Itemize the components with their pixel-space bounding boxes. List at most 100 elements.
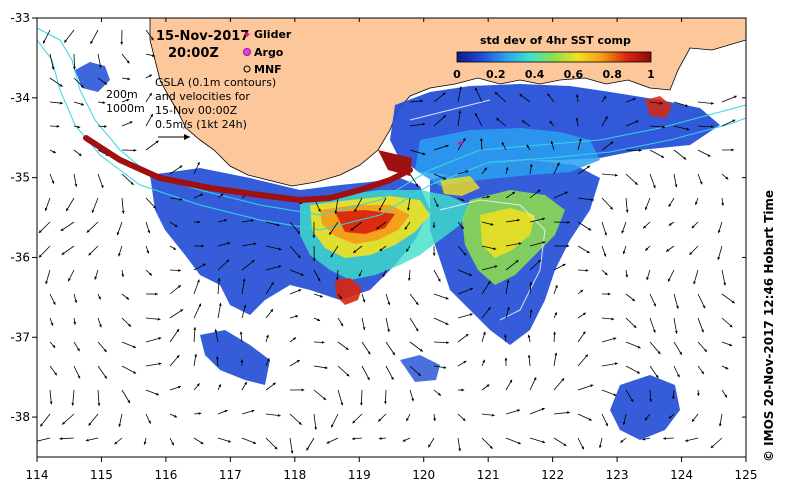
velocity-arrow-head	[604, 232, 607, 236]
scale-arrow-head	[184, 134, 190, 140]
velocity-arrow-head	[415, 183, 419, 187]
velocity-arrow-head	[133, 371, 137, 374]
velocity-arrow-head	[591, 198, 594, 202]
gsla-line-3: 15-Nov 00:00Z	[155, 104, 238, 117]
velocity-arrow-head	[717, 230, 721, 234]
velocity-arrow-head	[157, 317, 161, 321]
velocity-arrow-head	[202, 263, 206, 267]
velocity-arrow-head	[484, 167, 487, 171]
velocity-arrow-head	[251, 409, 255, 413]
velocity-arrow-head	[198, 412, 202, 415]
velocity-arrow	[289, 245, 301, 259]
velocity-arrow-head	[379, 207, 382, 211]
velocity-arrow	[289, 413, 302, 426]
velocity-arrow	[337, 389, 343, 406]
velocity-arrow-head	[376, 226, 380, 230]
sst-patch-yellow-north	[440, 176, 480, 196]
velocity-arrow-head	[148, 420, 151, 424]
velocity-arrow-head	[346, 373, 350, 377]
colorbar-ticks: 0 0.2 0.4 0.6 0.8 1	[453, 68, 655, 81]
velocity-arrow-head	[52, 150, 56, 154]
velocity-arrow-head	[442, 92, 446, 96]
velocity-arrow-head	[271, 282, 274, 286]
velocity-arrow	[481, 265, 498, 271]
velocity-arrow-head	[620, 439, 624, 443]
velocity-arrow-head	[272, 382, 276, 386]
mnf-icon	[243, 65, 251, 73]
velocity-arrow-head	[446, 341, 449, 345]
velocity-arrow-head	[468, 273, 472, 276]
x-tick-label: 123	[606, 468, 629, 482]
glider-track	[83, 135, 413, 204]
velocity-arrow-head	[174, 414, 178, 418]
velocity-arrow-head	[278, 265, 282, 269]
velocity-arrow-head	[638, 148, 642, 152]
velocity-arrow-head	[674, 330, 678, 334]
glider-track-head	[378, 150, 412, 176]
velocity-arrow-head	[59, 437, 63, 441]
velocity-arrow-head	[150, 113, 153, 117]
velocity-arrow-head	[717, 256, 721, 260]
velocity-arrow-head	[406, 248, 409, 252]
velocity-arrow-head	[120, 41, 124, 45]
velocity-arrow-head	[77, 375, 81, 379]
velocity-arrow-head	[533, 377, 537, 381]
x-axis: 114 115 116 117 118 119 120 121 122 123 124 125	[26, 18, 757, 482]
velocity-arrow-head	[521, 120, 525, 124]
sst-patch-blue-sw	[200, 330, 270, 385]
velocity-arrow-head	[704, 348, 707, 352]
velocity-arrow-head	[114, 441, 118, 445]
sst-patch-cyan	[415, 128, 600, 186]
velocity-arrow-head	[43, 40, 46, 44]
velocity-arrow-head	[614, 362, 618, 366]
velocity-arrow	[217, 278, 220, 295]
velocity-arrow-head	[642, 437, 646, 441]
velocity-arrow-head	[329, 231, 332, 235]
velocity-arrow	[265, 437, 278, 450]
velocity-arrow-head	[442, 115, 446, 119]
velocity-arrow-head	[567, 220, 570, 224]
velocity-arrow	[121, 173, 134, 186]
velocity-arrow-head	[201, 244, 205, 248]
velocity-arrow-head	[475, 87, 478, 91]
velocity-arrow	[169, 328, 180, 343]
velocity-arrow-head	[312, 258, 316, 262]
colorbar-tick-label: 0	[453, 68, 461, 81]
velocity-arrow-head	[155, 392, 159, 396]
velocity-arrow-head	[422, 122, 426, 126]
velocity-arrow-head	[340, 323, 344, 327]
velocity-arrow-head	[88, 252, 92, 256]
velocity-arrow-head	[710, 101, 714, 105]
velocity-arrow-head	[158, 337, 162, 340]
velocity-arrow-head	[193, 327, 197, 330]
velocity-arrow-head	[445, 296, 449, 300]
y-tick-label: -38	[10, 410, 30, 424]
velocity-arrow-head	[301, 388, 305, 392]
velocity-arrow-head	[406, 207, 410, 211]
velocity-arrow-head	[242, 278, 246, 282]
velocity-arrow-head	[149, 92, 152, 96]
velocity-arrow-head	[588, 227, 592, 231]
velocity-arrow-head	[419, 348, 423, 352]
velocity-arrow	[577, 384, 594, 391]
y-tick-label: -34	[10, 91, 30, 105]
velocity-arrow-head	[445, 322, 449, 325]
velocity-arrow-head	[293, 337, 297, 341]
velocity-arrow	[409, 341, 423, 352]
velocity-arrow-head	[443, 366, 447, 369]
legend-argo: Argo	[254, 46, 284, 59]
velocity-arrow-head	[130, 181, 134, 185]
velocity-arrow-head	[493, 247, 497, 251]
velocity-arrow-head	[100, 184, 104, 188]
x-tick-label: 121	[477, 468, 500, 482]
velocity-arrow-head	[61, 252, 65, 255]
gsla-contours	[409, 99, 546, 321]
velocity-arrow-head	[317, 208, 321, 212]
velocity-arrow-head	[621, 230, 625, 234]
velocity-arrow-head	[701, 329, 704, 333]
sst-patch-blue-nw	[75, 62, 110, 92]
velocity-arrow-head	[74, 183, 78, 187]
velocity-arrow-head	[494, 265, 498, 269]
velocity-arrow	[61, 413, 75, 425]
velocity-arrow-head	[415, 302, 419, 306]
